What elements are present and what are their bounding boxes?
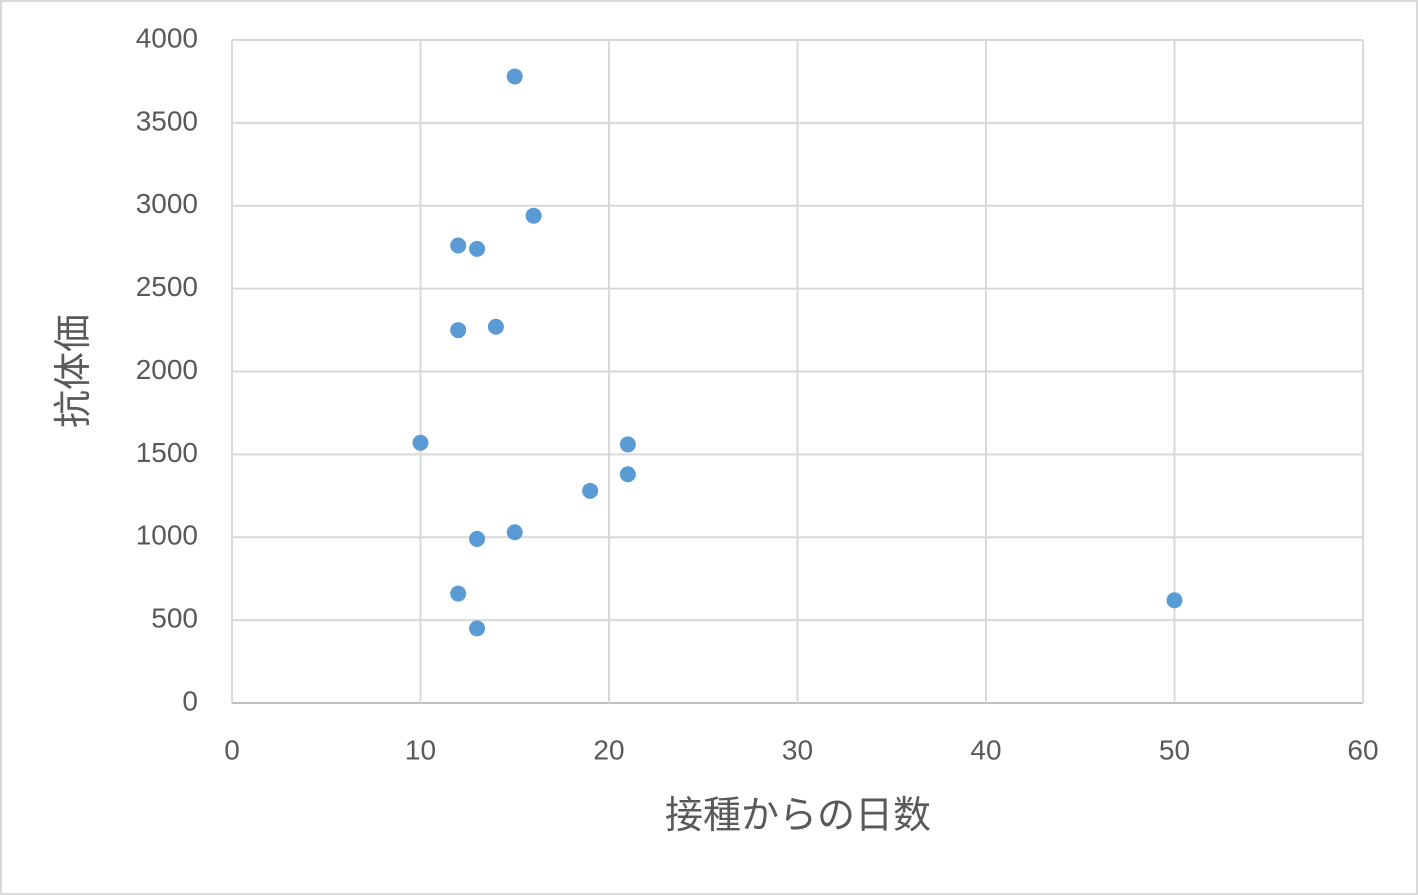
y-tick-label: 3000 <box>136 188 198 219</box>
point <box>619 466 636 483</box>
y-tick-label: 1500 <box>136 437 198 468</box>
x-tick-label: 0 <box>224 734 240 765</box>
point <box>469 620 486 637</box>
point <box>619 436 636 453</box>
y-tick-label: 1000 <box>136 520 198 551</box>
point <box>1166 592 1183 609</box>
y-tick-label: 3500 <box>136 105 198 136</box>
y-axis-title: 抗体価 <box>53 314 95 428</box>
point <box>506 524 523 541</box>
y-tick-label: 4000 <box>136 22 198 53</box>
y-tick-label: 2500 <box>136 271 198 302</box>
x-tick-label: 60 <box>1347 734 1378 765</box>
y-tick-label: 500 <box>151 603 198 634</box>
point <box>450 237 467 254</box>
x-tick-label: 20 <box>593 734 624 765</box>
point <box>506 68 523 85</box>
point <box>450 322 467 339</box>
x-axis-title: 接種からの日数 <box>665 795 931 837</box>
x-tick-label: 30 <box>782 734 813 765</box>
point <box>412 434 429 451</box>
point <box>469 240 486 257</box>
point <box>525 207 542 224</box>
point <box>487 318 504 335</box>
point <box>582 482 599 499</box>
y-tick-label: 2000 <box>136 354 198 385</box>
x-tick-label: 40 <box>970 734 1001 765</box>
x-tick-label: 50 <box>1159 734 1190 765</box>
y-tick-label: 0 <box>182 685 198 716</box>
x-tick-label: 10 <box>405 734 436 765</box>
point <box>469 530 486 547</box>
point <box>450 585 467 602</box>
